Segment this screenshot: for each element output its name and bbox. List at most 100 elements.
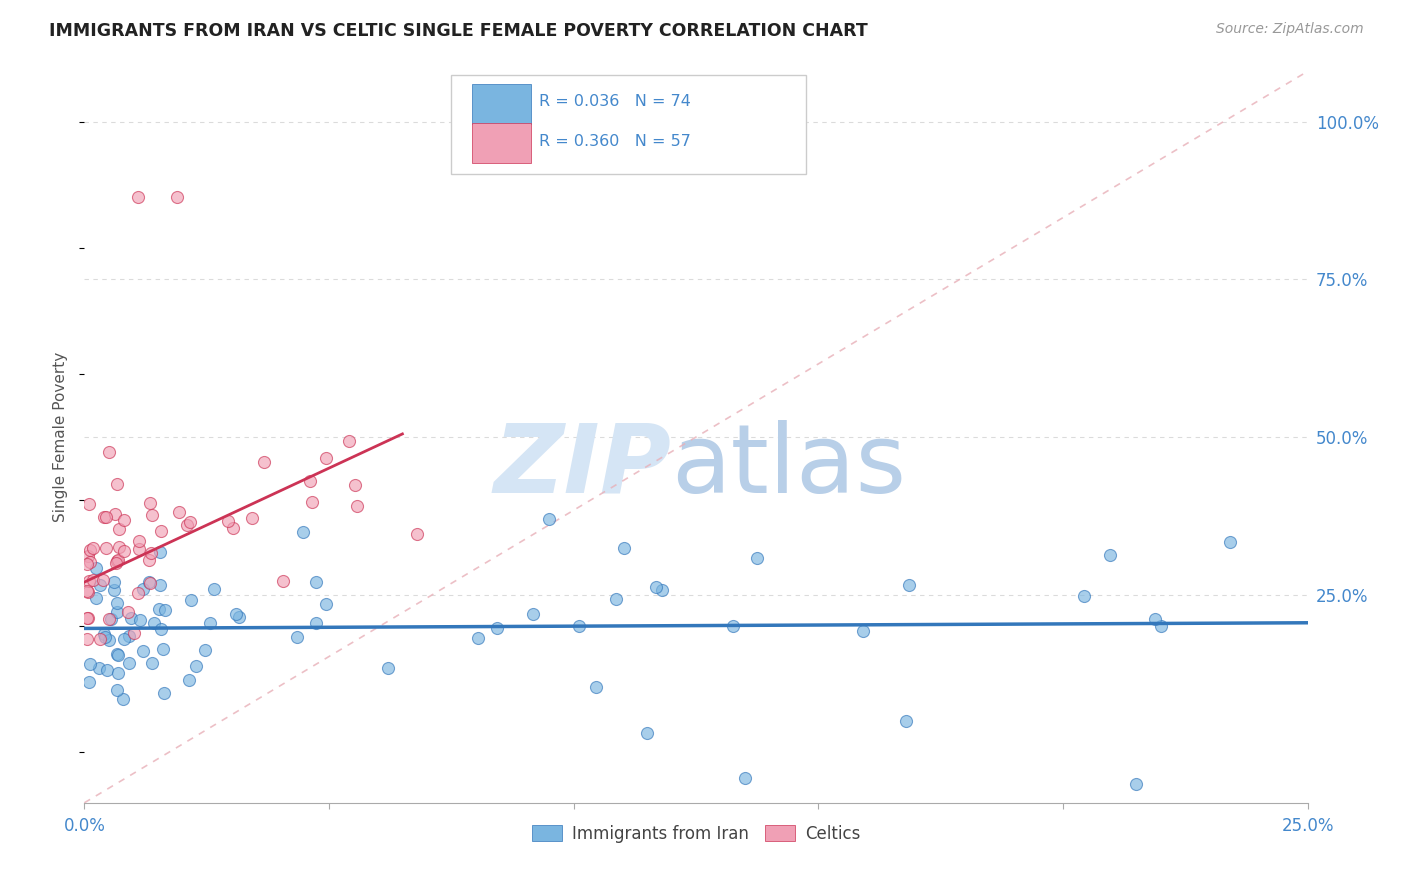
Point [1219, 535, 1241, 549]
Point [77, 674, 100, 689]
Point [152, 641, 174, 656]
Point [337, 434, 360, 448]
Point [98, 612, 121, 626]
Point [222, 521, 245, 535]
Point [94, 509, 117, 524]
Point [253, 454, 276, 468]
Point [112, 544, 135, 558]
Point [132, 643, 155, 657]
Text: R = 0.036   N = 74: R = 0.036 N = 74 [540, 95, 692, 109]
Point [122, 625, 145, 640]
Point [346, 499, 368, 513]
Point [377, 661, 399, 675]
Point [94, 631, 117, 645]
Point [120, 611, 142, 625]
Point [613, 541, 636, 556]
Point [139, 546, 162, 560]
Point [105, 476, 128, 491]
Point [82, 541, 104, 555]
Y-axis label: Single Female Poverty: Single Female Poverty [53, 352, 69, 522]
Point [301, 495, 323, 509]
Point [84, 591, 107, 605]
Point [1098, 548, 1121, 562]
Point [1073, 590, 1095, 604]
Point [315, 598, 337, 612]
Point [76, 583, 98, 598]
Point [98, 444, 121, 458]
Point [150, 622, 173, 636]
Point [128, 613, 150, 627]
Text: ZIP: ZIP [494, 420, 672, 513]
Point [139, 575, 162, 590]
Point [112, 632, 135, 646]
Point [1143, 612, 1166, 626]
Point [104, 556, 127, 570]
Point [651, 582, 673, 597]
Point [96, 663, 118, 677]
Point [107, 665, 129, 680]
FancyBboxPatch shape [472, 84, 531, 124]
Point [104, 507, 127, 521]
Point [76, 557, 98, 571]
Point [240, 511, 263, 525]
Point [138, 574, 160, 589]
Point [76, 611, 98, 625]
Point [1150, 619, 1173, 633]
Point [734, 771, 756, 785]
Point [184, 659, 207, 673]
Point [128, 542, 150, 557]
Point [141, 508, 163, 522]
Point [198, 615, 221, 630]
Point [180, 592, 202, 607]
Point [105, 648, 128, 662]
Point [176, 518, 198, 533]
Point [127, 190, 149, 204]
Point [636, 726, 658, 740]
Point [179, 515, 201, 529]
Point [103, 575, 125, 590]
Text: Source: ZipAtlas.com: Source: ZipAtlas.com [1216, 22, 1364, 37]
Text: atlas: atlas [672, 420, 907, 513]
Point [100, 612, 122, 626]
Point [79, 657, 101, 671]
Point [103, 582, 125, 597]
Point [118, 629, 141, 643]
Point [298, 474, 321, 488]
Point [149, 578, 172, 592]
Point [89, 578, 111, 592]
Point [177, 673, 200, 687]
Point [107, 606, 129, 620]
Point [568, 619, 591, 633]
Point [76, 611, 98, 625]
Point [79, 542, 101, 557]
Point [93, 627, 115, 641]
Point [117, 605, 139, 619]
Point [79, 497, 101, 511]
Point [89, 632, 111, 646]
Point [1125, 777, 1147, 791]
Point [167, 505, 190, 519]
Point [305, 574, 328, 589]
Point [107, 540, 129, 554]
Point [91, 573, 114, 587]
Point [225, 607, 247, 621]
Point [202, 582, 225, 596]
Point [107, 522, 129, 536]
Point [217, 514, 239, 528]
Point [522, 607, 544, 621]
Point [111, 692, 134, 706]
Point [645, 581, 668, 595]
Point [148, 601, 170, 615]
FancyBboxPatch shape [472, 123, 531, 163]
Point [344, 478, 367, 492]
Point [141, 656, 163, 670]
Text: R = 0.360   N = 57: R = 0.360 N = 57 [540, 134, 692, 149]
Point [128, 533, 150, 548]
Point [107, 553, 129, 567]
Point [138, 496, 160, 510]
Point [98, 632, 121, 647]
Point [406, 527, 429, 541]
Point [304, 615, 326, 630]
Point [149, 545, 172, 559]
Point [896, 714, 918, 728]
